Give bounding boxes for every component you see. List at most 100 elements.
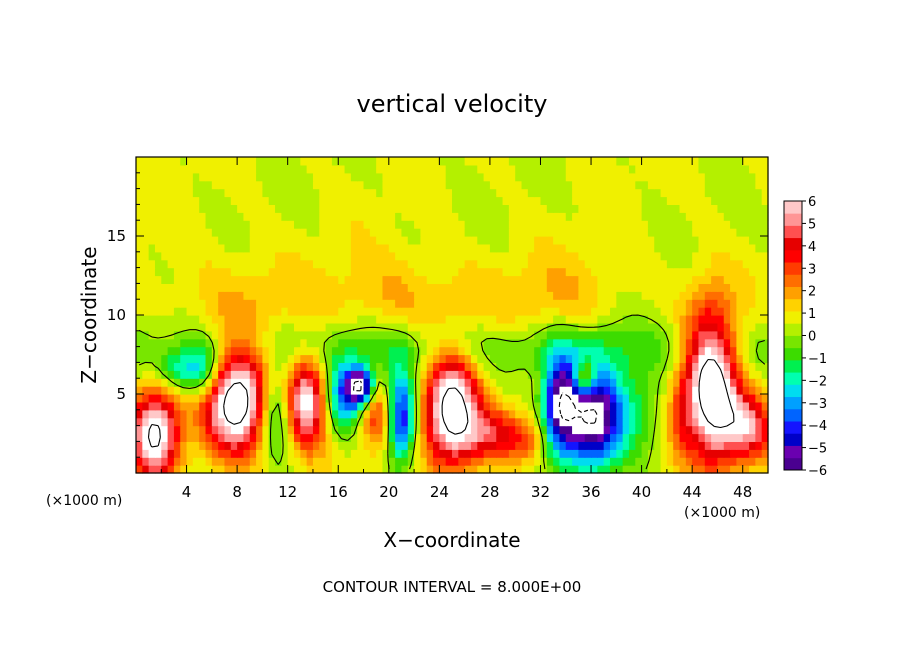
- heatmap-cell: [249, 236, 257, 245]
- heatmap-cell: [458, 401, 466, 411]
- heatmap-cell: [470, 204, 478, 213]
- heatmap-cell: [205, 212, 213, 221]
- heatmap-cell: [142, 354, 150, 363]
- heatmap-cell: [660, 338, 668, 348]
- heatmap-cell: [622, 401, 630, 411]
- heatmap-cell: [483, 465, 491, 474]
- heatmap-cell: [167, 243, 175, 253]
- heatmap-cell: [325, 283, 333, 292]
- heatmap-cell: [502, 267, 510, 277]
- heatmap-cell: [350, 228, 358, 237]
- heatmap-cell: [306, 433, 314, 442]
- heatmap-cell: [673, 283, 681, 292]
- heatmap-cell: [553, 283, 561, 292]
- heatmap-cell: [148, 465, 156, 474]
- heatmap-cell: [218, 188, 226, 198]
- heatmap-cell: [628, 409, 636, 419]
- heatmap-cell: [350, 441, 358, 450]
- heatmap-cell: [281, 330, 289, 340]
- heatmap-cell: [736, 386, 744, 395]
- heatmap-cell: [730, 394, 737, 403]
- heatmap-cell: [546, 267, 554, 277]
- heatmap-cell: [673, 243, 681, 253]
- heatmap-cell: [736, 370, 744, 379]
- heatmap-cell: [641, 157, 649, 166]
- heatmap-cell: [553, 172, 561, 182]
- heatmap-cell: [218, 220, 226, 229]
- heatmap-cell: [344, 157, 352, 166]
- heatmap-cell: [256, 164, 263, 174]
- heatmap-cell: [470, 465, 478, 474]
- heatmap-cell: [515, 425, 523, 435]
- heatmap-cell: [591, 378, 598, 387]
- heatmap-cell: [527, 394, 535, 403]
- heatmap-cell: [167, 307, 175, 316]
- heatmap-cell: [180, 204, 188, 213]
- heatmap-cell: [628, 433, 636, 442]
- heatmap-cell: [698, 267, 706, 277]
- heatmap-cell: [205, 346, 213, 356]
- heatmap-cell: [685, 457, 693, 466]
- heatmap-cell: [477, 172, 485, 182]
- heatmap-cell: [414, 401, 421, 411]
- heatmap-cell: [641, 346, 649, 356]
- heatmap-cell: [616, 386, 624, 395]
- heatmap-cell: [704, 196, 712, 205]
- heatmap-cell: [515, 409, 523, 419]
- heatmap-cell: [502, 180, 510, 190]
- heatmap-cell: [723, 362, 731, 371]
- heatmap-cell: [300, 307, 308, 316]
- heatmap-cell: [464, 267, 472, 277]
- heatmap-cell: [199, 157, 207, 166]
- heatmap-cell: [350, 401, 358, 411]
- heatmap-cell: [142, 465, 150, 474]
- heatmap-cell: [584, 267, 592, 277]
- heatmap-cell: [186, 433, 194, 442]
- heatmap-cell: [211, 330, 219, 340]
- heatmap-cell: [363, 275, 371, 284]
- heatmap-cell: [312, 465, 320, 474]
- heatmap-cell: [192, 188, 200, 198]
- heatmap-cell: [622, 409, 630, 419]
- heatmap-cell: [319, 259, 327, 269]
- heatmap-cell: [445, 236, 453, 245]
- heatmap-cell: [565, 157, 573, 166]
- heatmap-cell: [154, 299, 162, 308]
- heatmap-cell: [736, 417, 744, 427]
- heatmap-cell: [458, 220, 466, 229]
- heatmap-cell: [376, 228, 384, 237]
- heatmap-cell: [142, 220, 150, 229]
- heatmap-cell: [331, 267, 339, 277]
- heatmap-cell: [230, 283, 238, 292]
- heatmap-cell: [534, 204, 542, 213]
- heatmap-cell: [660, 409, 668, 419]
- heatmap-cell: [749, 362, 756, 371]
- heatmap-cell: [262, 441, 270, 450]
- heatmap-cell: [603, 449, 611, 458]
- heatmap-cell: [711, 378, 719, 387]
- heatmap-cell: [540, 370, 548, 379]
- heatmap-cell: [218, 259, 226, 269]
- heatmap-cell: [300, 370, 308, 379]
- heatmap-cell: [742, 299, 750, 308]
- heatmap-cell: [300, 338, 308, 348]
- colorbar-swatch: [784, 335, 802, 349]
- heatmap-cell: [660, 441, 668, 450]
- heatmap-cell: [224, 401, 232, 411]
- heatmap-cell: [382, 322, 390, 332]
- heatmap-cell: [527, 362, 535, 371]
- heatmap-cell: [673, 251, 681, 261]
- heatmap-cell: [591, 204, 598, 213]
- heatmap-cell: [489, 164, 497, 174]
- heatmap-cell: [237, 180, 245, 190]
- heatmap-cell: [616, 425, 624, 435]
- heatmap-cell: [395, 243, 403, 253]
- heatmap-cell: [654, 457, 662, 466]
- heatmap-cell: [414, 267, 421, 277]
- heatmap-cell: [420, 330, 428, 340]
- heatmap-cell: [477, 330, 485, 340]
- heatmap-cell: [749, 283, 756, 292]
- heatmap-cell: [376, 433, 384, 442]
- heatmap-cell: [641, 417, 649, 427]
- heatmap-cell: [666, 409, 674, 419]
